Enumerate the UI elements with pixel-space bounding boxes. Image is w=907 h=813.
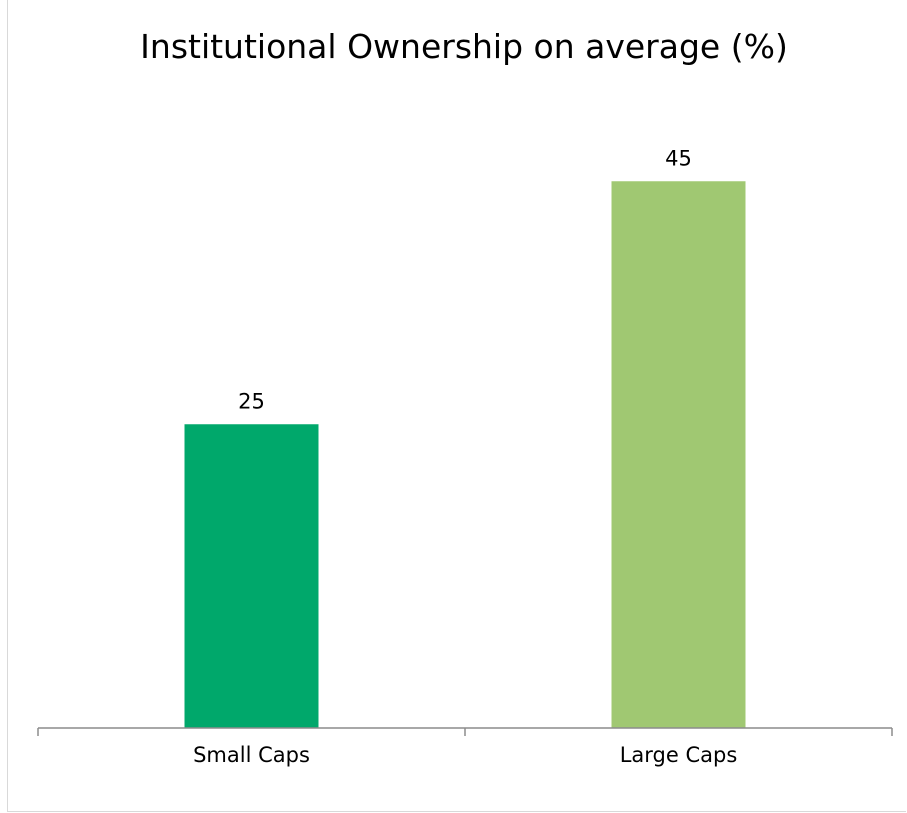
- data-label-large-caps: 45: [665, 146, 692, 170]
- x-tick-label-large-caps: Large Caps: [620, 743, 738, 767]
- data-labels-group: 25 45: [238, 146, 692, 413]
- bar-small-caps: [184, 424, 319, 728]
- x-tick-label-small-caps: Small Caps: [193, 743, 310, 767]
- bar-large-caps: [611, 181, 746, 728]
- bars-group: [184, 181, 746, 728]
- chart-frame: [7, 0, 906, 812]
- chart-title: Institutional Ownership on average (%): [140, 27, 788, 66]
- x-axis: [37, 727, 893, 736]
- x-tick-labels-group: Small Caps Large Caps: [193, 743, 737, 767]
- data-label-small-caps: 25: [238, 389, 265, 413]
